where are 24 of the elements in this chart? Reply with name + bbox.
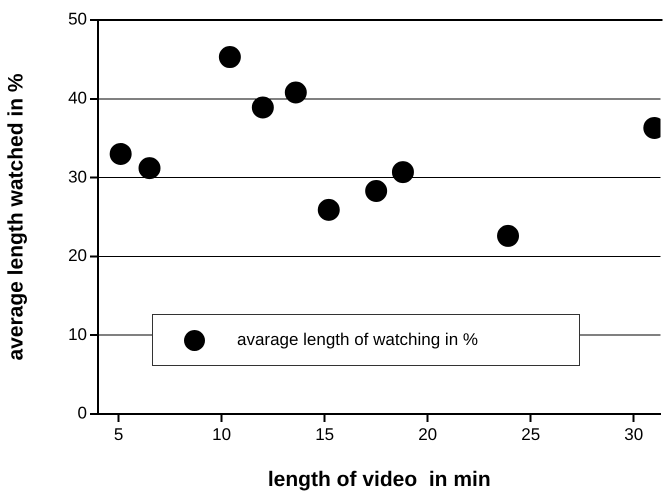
point (284, 81, 307, 104)
y-tick-label: 50 (68, 10, 87, 29)
x-tick-label: 10 (212, 424, 232, 444)
y-axis-title: average length watched in % (4, 73, 28, 361)
x-axis-title: length of video in min (268, 468, 491, 492)
legend-label: avarage length of watching in % (237, 330, 478, 350)
x-tick-label: 5 (114, 424, 124, 444)
point (252, 96, 274, 118)
point (365, 180, 388, 202)
point (218, 46, 241, 68)
point (138, 157, 161, 180)
y-tick-label: 40 (68, 88, 87, 108)
x-tick-label: 15 (315, 424, 334, 444)
y-tick-label: 10 (68, 324, 87, 344)
y-tick-label: 30 (68, 167, 87, 186)
x-tick-label: 25 (521, 424, 540, 444)
point (110, 142, 132, 165)
point (318, 198, 340, 221)
y-tick-label: 20 (68, 246, 87, 266)
point (497, 224, 520, 247)
x-tick-label: 20 (418, 424, 438, 444)
x-tick-label: 30 (624, 424, 644, 444)
point (392, 161, 414, 184)
y-tick-label: 0 (78, 404, 87, 423)
